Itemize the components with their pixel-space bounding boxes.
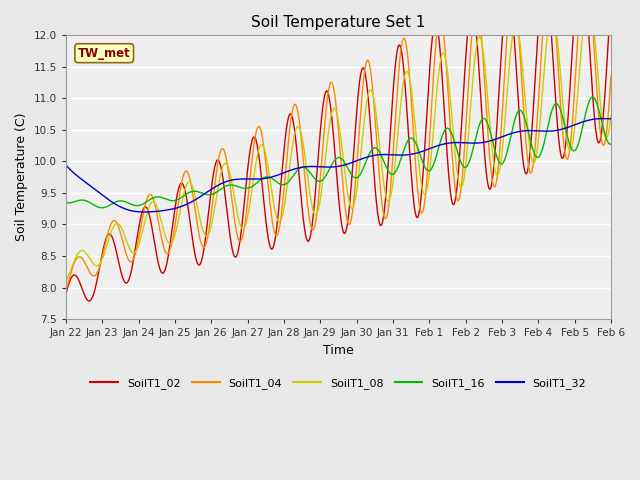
SoilT1_16: [589, 94, 596, 100]
SoilT1_16: [98, 205, 106, 211]
Y-axis label: Soil Temperature (C): Soil Temperature (C): [15, 113, 28, 241]
SoilT1_04: [62, 288, 70, 294]
Line: SoilT1_32: SoilT1_32: [66, 119, 611, 212]
SoilT1_02: [607, 0, 615, 1]
SoilT1_08: [584, 0, 592, 2]
SoilT1_16: [538, 148, 545, 154]
SoilT1_16: [596, 114, 604, 120]
Line: SoilT1_16: SoilT1_16: [66, 97, 611, 208]
SoilT1_32: [596, 116, 604, 121]
SoilT1_08: [607, 113, 615, 119]
SoilT1_02: [295, 168, 303, 173]
SoilT1_08: [538, 102, 545, 108]
SoilT1_08: [271, 207, 278, 213]
SoilT1_32: [157, 208, 164, 214]
SoilT1_04: [271, 231, 278, 237]
Text: TW_met: TW_met: [78, 47, 131, 60]
SoilT1_02: [157, 268, 164, 274]
SoilT1_32: [271, 173, 279, 179]
SoilT1_32: [62, 162, 70, 168]
Line: SoilT1_02: SoilT1_02: [66, 0, 611, 301]
SoilT1_08: [157, 215, 164, 220]
Line: SoilT1_08: SoilT1_08: [66, 0, 611, 282]
X-axis label: Time: Time: [323, 344, 354, 357]
SoilT1_04: [538, 47, 545, 53]
SoilT1_16: [124, 200, 132, 206]
SoilT1_02: [62, 291, 70, 297]
Legend: SoilT1_02, SoilT1_04, SoilT1_08, SoilT1_16, SoilT1_32: SoilT1_02, SoilT1_04, SoilT1_08, SoilT1_…: [86, 373, 591, 393]
SoilT1_32: [295, 165, 303, 171]
SoilT1_32: [141, 209, 148, 215]
SoilT1_08: [62, 279, 70, 285]
SoilT1_04: [596, 130, 604, 135]
SoilT1_16: [295, 166, 303, 172]
SoilT1_02: [124, 278, 132, 284]
SoilT1_32: [124, 207, 132, 213]
SoilT1_04: [607, 73, 615, 79]
SoilT1_04: [294, 113, 302, 119]
Title: Soil Temperature Set 1: Soil Temperature Set 1: [251, 15, 426, 30]
SoilT1_04: [124, 256, 132, 262]
SoilT1_16: [157, 194, 164, 200]
SoilT1_32: [599, 116, 607, 121]
Line: SoilT1_04: SoilT1_04: [66, 0, 611, 291]
SoilT1_08: [294, 124, 302, 130]
SoilT1_04: [157, 229, 164, 235]
SoilT1_02: [85, 298, 93, 304]
SoilT1_16: [62, 200, 70, 205]
SoilT1_32: [607, 116, 615, 122]
SoilT1_02: [596, 136, 604, 142]
SoilT1_32: [538, 128, 545, 134]
SoilT1_08: [596, 100, 604, 106]
SoilT1_08: [124, 242, 132, 248]
SoilT1_02: [271, 237, 279, 242]
SoilT1_16: [271, 178, 279, 183]
SoilT1_16: [607, 141, 615, 147]
